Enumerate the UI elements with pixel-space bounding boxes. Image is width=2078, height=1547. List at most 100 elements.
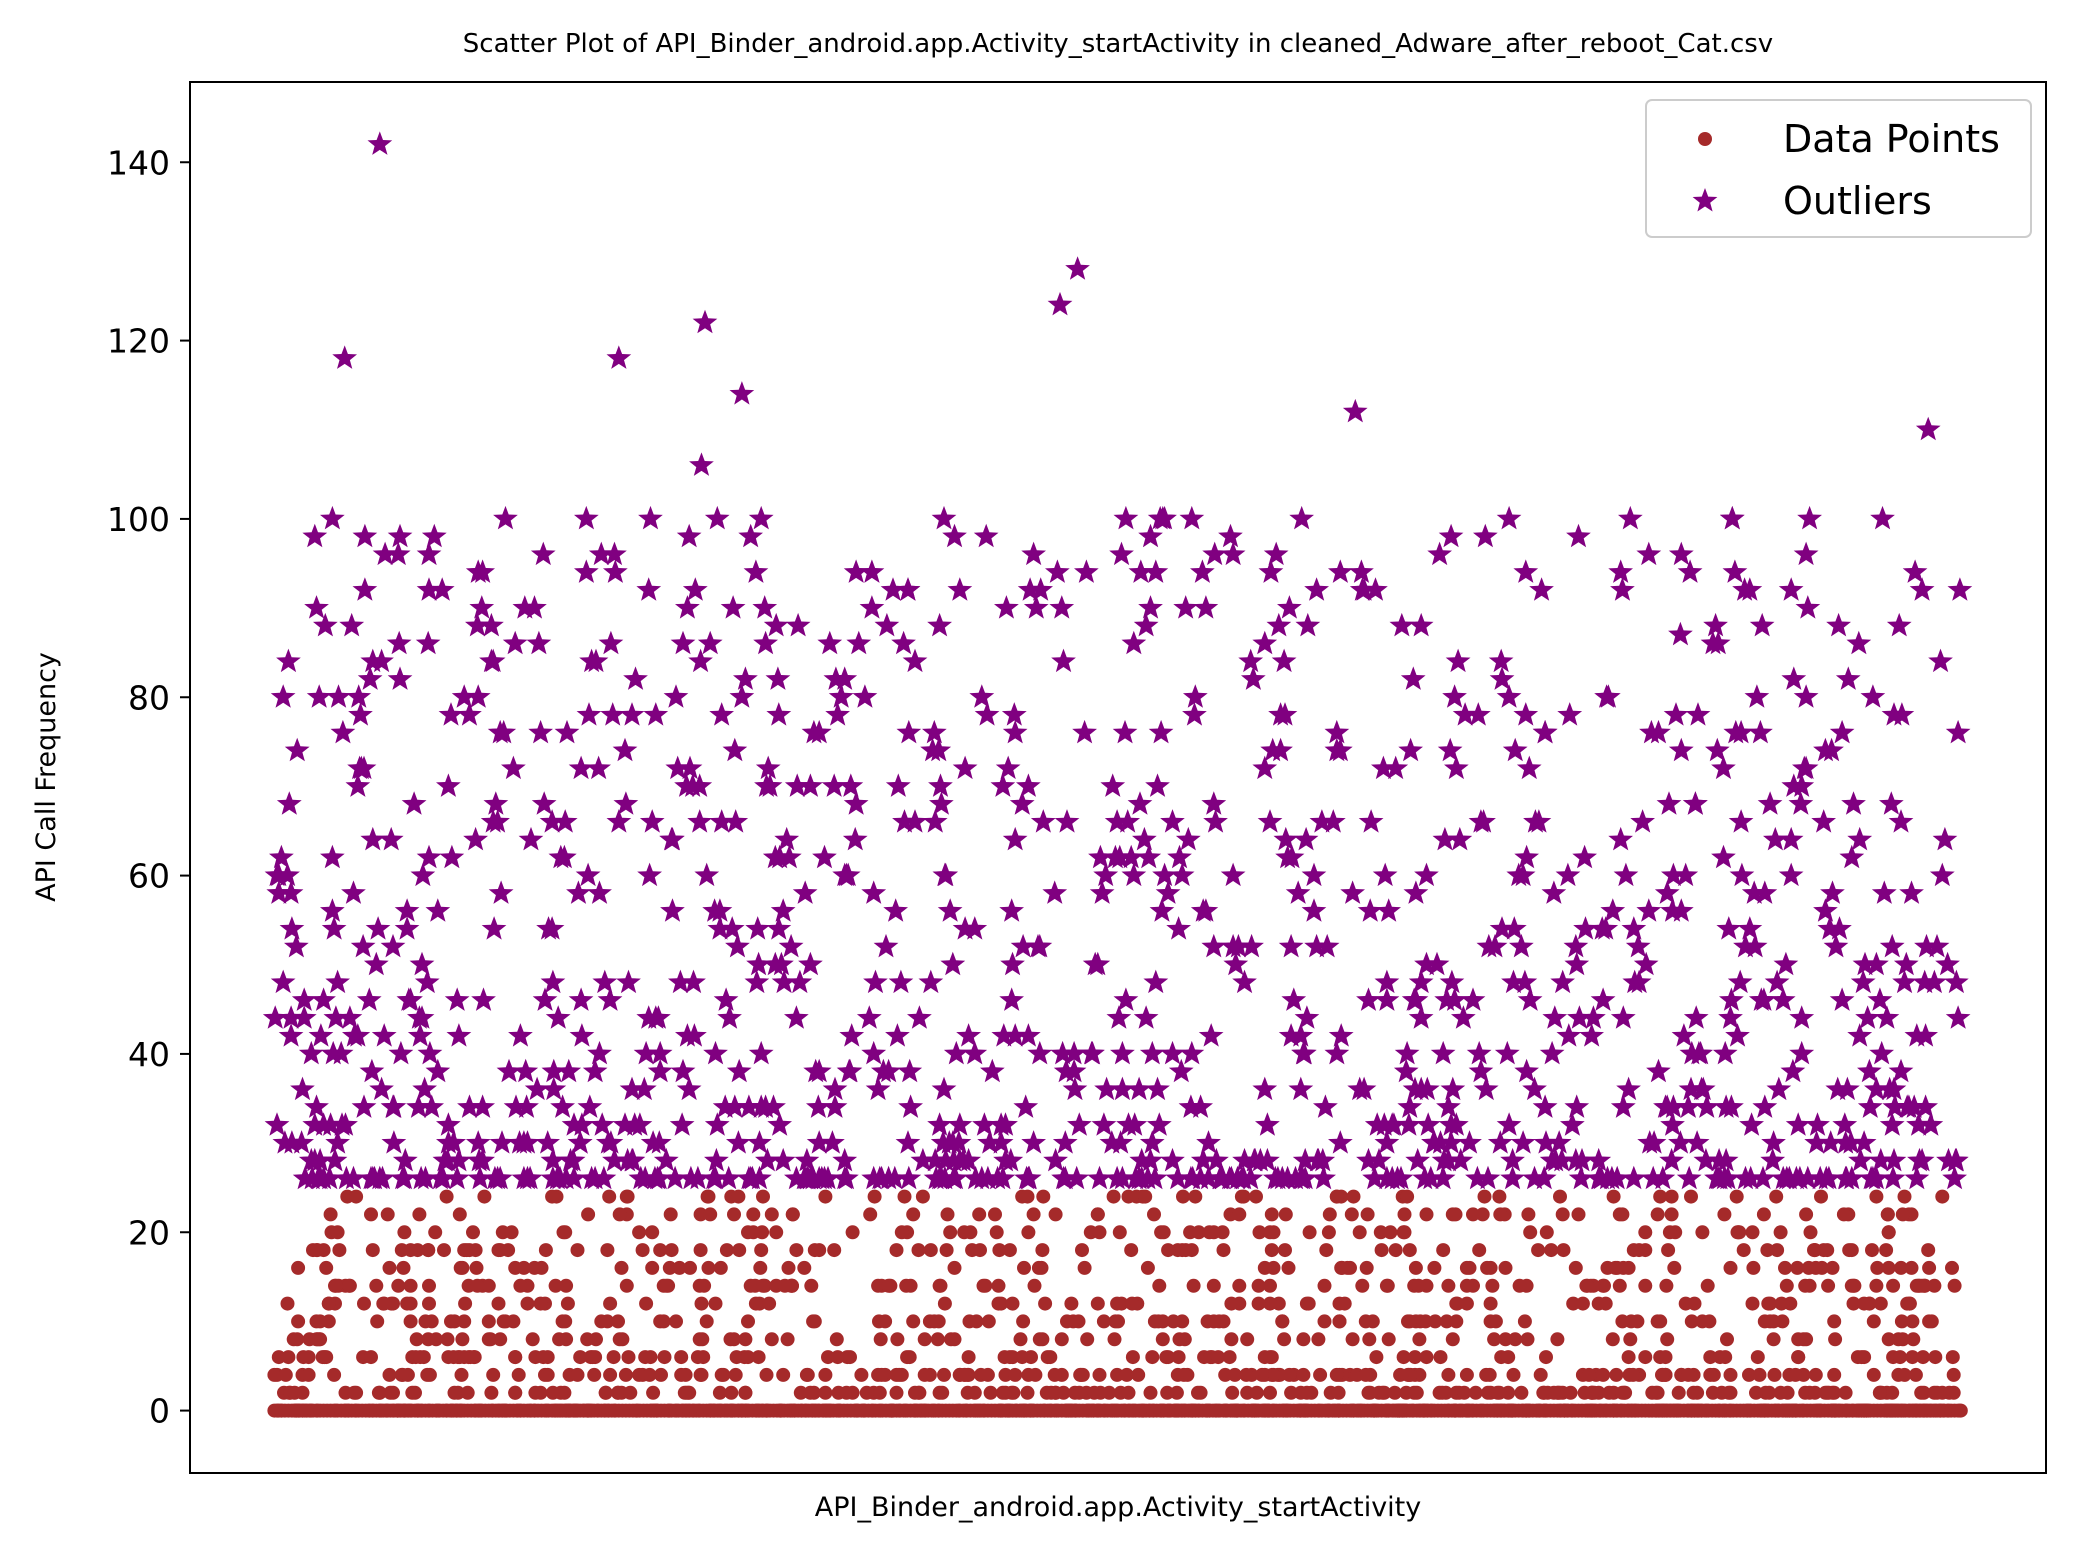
outlier-point — [1408, 1005, 1434, 1029]
data-point — [656, 1314, 671, 1329]
data-point — [619, 1278, 634, 1293]
data-point — [1818, 1385, 1833, 1400]
data-point — [1723, 1260, 1738, 1275]
outlier-point — [1633, 951, 1659, 976]
data-point — [371, 1385, 386, 1400]
data-point — [1563, 1385, 1578, 1400]
data-point — [403, 1278, 418, 1293]
outlier-point — [1522, 1165, 1547, 1190]
data-point — [397, 1225, 412, 1240]
outlier-point — [1043, 1147, 1068, 1172]
data-point — [697, 1278, 712, 1293]
outlier-point — [1238, 648, 1264, 673]
outlier-point — [668, 969, 693, 994]
outlier-point — [567, 1130, 593, 1154]
legend-label-outliers: Outliers — [1783, 179, 1932, 223]
data-point — [1040, 1350, 1055, 1365]
data-point — [728, 1367, 743, 1382]
data-point — [1459, 1367, 1474, 1382]
data-point — [468, 1243, 483, 1258]
outlier-point — [1093, 862, 1119, 887]
outlier-point — [1104, 809, 1130, 833]
data-point — [751, 1350, 766, 1365]
outlier-point — [1630, 809, 1655, 833]
outlier-point — [262, 1005, 288, 1029]
outlier-point — [313, 612, 338, 637]
outlier-point — [588, 541, 614, 566]
data-point — [1360, 1207, 1375, 1222]
outlier-point — [269, 844, 294, 869]
outlier-point — [1573, 916, 1598, 940]
outlier-point — [1944, 969, 1969, 994]
data-point — [1881, 1332, 1896, 1347]
data-point — [831, 1385, 846, 1400]
outlier-point — [704, 505, 730, 530]
data-point — [1224, 1332, 1239, 1347]
data-point — [807, 1243, 822, 1258]
data-point — [548, 1278, 563, 1293]
outlier-point — [514, 1094, 539, 1118]
outlier-point — [726, 1058, 752, 1083]
outlier-point — [1693, 1147, 1719, 1172]
data-point — [1773, 1225, 1788, 1240]
data-point — [1096, 1314, 1111, 1329]
outlier-point — [1166, 916, 1191, 940]
outlier-point — [1112, 719, 1138, 744]
outlier-point — [707, 898, 733, 922]
outlier-point — [1042, 880, 1068, 904]
outlier-point — [1372, 862, 1398, 887]
outlier-point — [980, 1058, 1005, 1083]
data-point — [1544, 1243, 1559, 1258]
data-point — [585, 1350, 600, 1365]
outlier-point — [1182, 702, 1207, 726]
data-point — [632, 1225, 647, 1240]
data-point — [1409, 1385, 1424, 1400]
data-point — [469, 1260, 484, 1275]
data-point — [1143, 1385, 1158, 1400]
data-point — [1317, 1314, 1332, 1329]
data-point — [1005, 1296, 1020, 1311]
outlier-point — [885, 1023, 910, 1047]
data-point — [611, 1314, 625, 1329]
data-point — [1468, 1385, 1483, 1400]
data-point — [1520, 1332, 1535, 1347]
outlier-point — [1725, 1023, 1750, 1047]
outlier-point — [1136, 844, 1162, 869]
outlier-point — [1451, 1005, 1476, 1029]
data-point — [1807, 1243, 1821, 1258]
outlier-point — [1516, 755, 1542, 780]
data-point — [612, 1332, 627, 1347]
outlier-point — [311, 987, 336, 1011]
outlier-point — [416, 577, 442, 601]
outlier-point — [1712, 1165, 1737, 1190]
outlier-point — [687, 809, 713, 833]
outlier-point — [1232, 1147, 1257, 1172]
outlier-point — [615, 1147, 640, 1172]
outlier-point — [1252, 755, 1278, 780]
outlier-point — [1773, 951, 1799, 976]
outlier-point — [1826, 612, 1851, 637]
data-point — [1449, 1296, 1464, 1311]
outlier-point — [619, 1076, 645, 1101]
data-point — [409, 1332, 424, 1347]
data-point — [632, 1367, 647, 1382]
outlier-point — [1301, 862, 1327, 887]
outlier-point — [419, 1094, 444, 1118]
outlier-point — [843, 791, 869, 815]
outlier-point — [1169, 862, 1195, 887]
data-point — [1255, 1367, 1270, 1382]
outlier-point — [1813, 737, 1838, 762]
outlier-point — [1052, 1165, 1078, 1190]
data-point — [1481, 1385, 1495, 1400]
data-point — [915, 1189, 930, 1204]
data-point — [1433, 1350, 1448, 1365]
data-point — [701, 1260, 716, 1275]
outlier-point — [852, 684, 878, 708]
outlier-point — [1374, 1130, 1400, 1154]
outlier-point — [823, 666, 849, 690]
data-point — [1866, 1314, 1881, 1329]
outlier-point — [1439, 969, 1465, 994]
outlier-point — [1188, 1094, 1213, 1118]
outlier-point — [1190, 1147, 1216, 1172]
